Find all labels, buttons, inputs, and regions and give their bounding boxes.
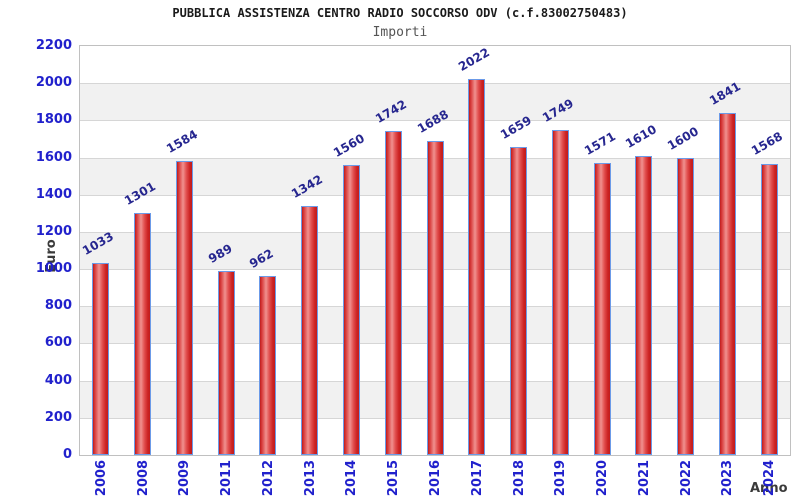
bar-2009 — [175, 160, 193, 455]
gridline — [80, 120, 790, 122]
x-axis-tick-label: 2013 — [302, 459, 318, 497]
x-axis-tick-label: 2021 — [636, 459, 652, 497]
gridline — [80, 83, 790, 85]
x-axis-label: Anno — [750, 481, 788, 496]
x-axis-tick-label: 2018 — [511, 459, 527, 497]
y-axis-tick-label: 1200 — [35, 223, 72, 239]
y-axis-tick-label: 1600 — [35, 149, 72, 165]
y-axis-tick-label: 1800 — [35, 112, 72, 128]
plot-band — [80, 46, 790, 84]
y-axis-tick-label: 2200 — [35, 38, 72, 53]
x-axis-tick-label: 2016 — [427, 459, 443, 497]
bar-2006 — [92, 262, 110, 455]
chart-subtitle: Importi — [372, 25, 428, 40]
bar-2018 — [510, 146, 528, 455]
bar-2023 — [718, 112, 736, 455]
x-axis-tick-label: 2014 — [343, 459, 359, 497]
y-axis-tick-label: 2000 — [35, 75, 72, 91]
plot-band — [80, 83, 790, 121]
y-axis-tick-label: 400 — [44, 372, 72, 388]
x-axis-tick-label: 2009 — [176, 459, 192, 497]
x-axis-tick-label: 2008 — [135, 459, 151, 497]
x-axis-tick-label: 2012 — [260, 459, 276, 497]
y-axis-tick-label: 0 — [62, 447, 72, 462]
x-axis-tick-label: 2023 — [719, 459, 735, 497]
x-axis-tick-label: 2022 — [678, 459, 694, 497]
x-axis-tick-label: 2011 — [218, 459, 234, 497]
chart-title: PUBBLICA ASSISTENZA CENTRO RADIO SOCCORS… — [172, 6, 628, 20]
bar-2021 — [635, 155, 653, 455]
x-axis-tick-label: 2006 — [93, 459, 109, 497]
bar-2017 — [468, 79, 486, 455]
bar-2011 — [217, 271, 235, 455]
bar-2020 — [593, 162, 611, 455]
plot-area: 1033 1301 1584 989 962 1342 1560 1742 1688 2022 16… — [79, 45, 791, 456]
x-axis-tick-label: 2024 — [761, 459, 777, 497]
bar-2022 — [677, 157, 695, 455]
y-axis-tick-label: 200 — [44, 409, 72, 425]
bar-2015 — [384, 131, 402, 455]
y-axis-tick-label: 800 — [44, 298, 72, 314]
y-axis-tick-label: 600 — [44, 335, 72, 351]
y-axis-tick-label: 1400 — [35, 186, 72, 202]
bar-2013 — [301, 205, 319, 455]
x-axis-tick-label: 2015 — [385, 459, 401, 497]
bar-2014 — [342, 164, 360, 455]
x-axis-tick-label: 2017 — [469, 459, 485, 497]
bar-2024 — [760, 163, 778, 455]
bar-2012 — [259, 276, 277, 455]
x-axis-tick-label: 2019 — [552, 459, 568, 497]
x-axis-tick-label: 2020 — [594, 459, 610, 497]
bar-2016 — [426, 141, 444, 455]
bar-2019 — [551, 129, 569, 455]
y-axis-tick-label: 1000 — [35, 261, 72, 277]
bar-2008 — [134, 213, 152, 455]
